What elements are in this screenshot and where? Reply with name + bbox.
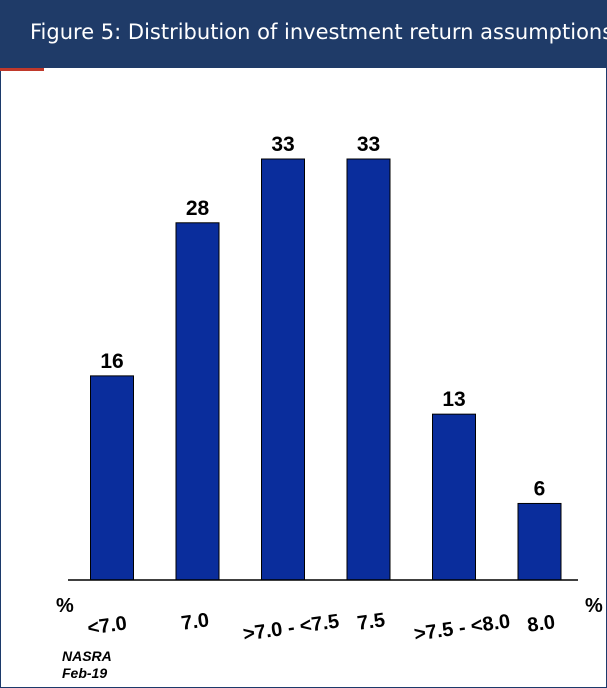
bars-group xyxy=(90,158,562,581)
category-label-5: 8.0 xyxy=(526,611,557,637)
category-labels-group: <7.0 7.0 >7.0 - <7.5 7.5 >7.5 - <8.0 8.0 xyxy=(86,609,556,645)
value-label-0: 16 xyxy=(100,350,123,373)
bar-1 xyxy=(175,222,220,581)
header-accent-bar xyxy=(0,68,44,71)
left-unit-label: % xyxy=(56,595,74,617)
right-unit-label: % xyxy=(585,595,603,617)
source-name: NASRA xyxy=(62,648,112,664)
figure-header: Figure 5: Distribution of investment ret… xyxy=(0,0,607,68)
source-note: NASRA Feb-19 xyxy=(62,648,112,682)
source-date: Feb-19 xyxy=(62,665,108,681)
category-label-0: <7.0 xyxy=(86,612,128,639)
bar-0 xyxy=(90,375,134,581)
category-label-1: 7.0 xyxy=(180,609,211,635)
category-label-4: >7.5 - <8.0 xyxy=(413,610,512,645)
value-label-3: 33 xyxy=(357,133,380,156)
bar-4 xyxy=(432,413,476,581)
value-label-2: 33 xyxy=(271,133,294,156)
category-label-3: 7.5 xyxy=(356,609,387,635)
bar-2 xyxy=(261,158,305,581)
figure-title: Figure 5: Distribution of investment ret… xyxy=(30,20,607,44)
bar-5 xyxy=(517,502,562,581)
value-label-5: 6 xyxy=(534,477,546,500)
category-label-2: >7.0 - <7.5 xyxy=(242,610,341,645)
bar-3 xyxy=(346,158,391,581)
value-label-1: 28 xyxy=(186,197,210,220)
value-label-4: 13 xyxy=(442,388,465,411)
value-labels-group: 16 28 33 33 13 6 xyxy=(100,133,545,500)
